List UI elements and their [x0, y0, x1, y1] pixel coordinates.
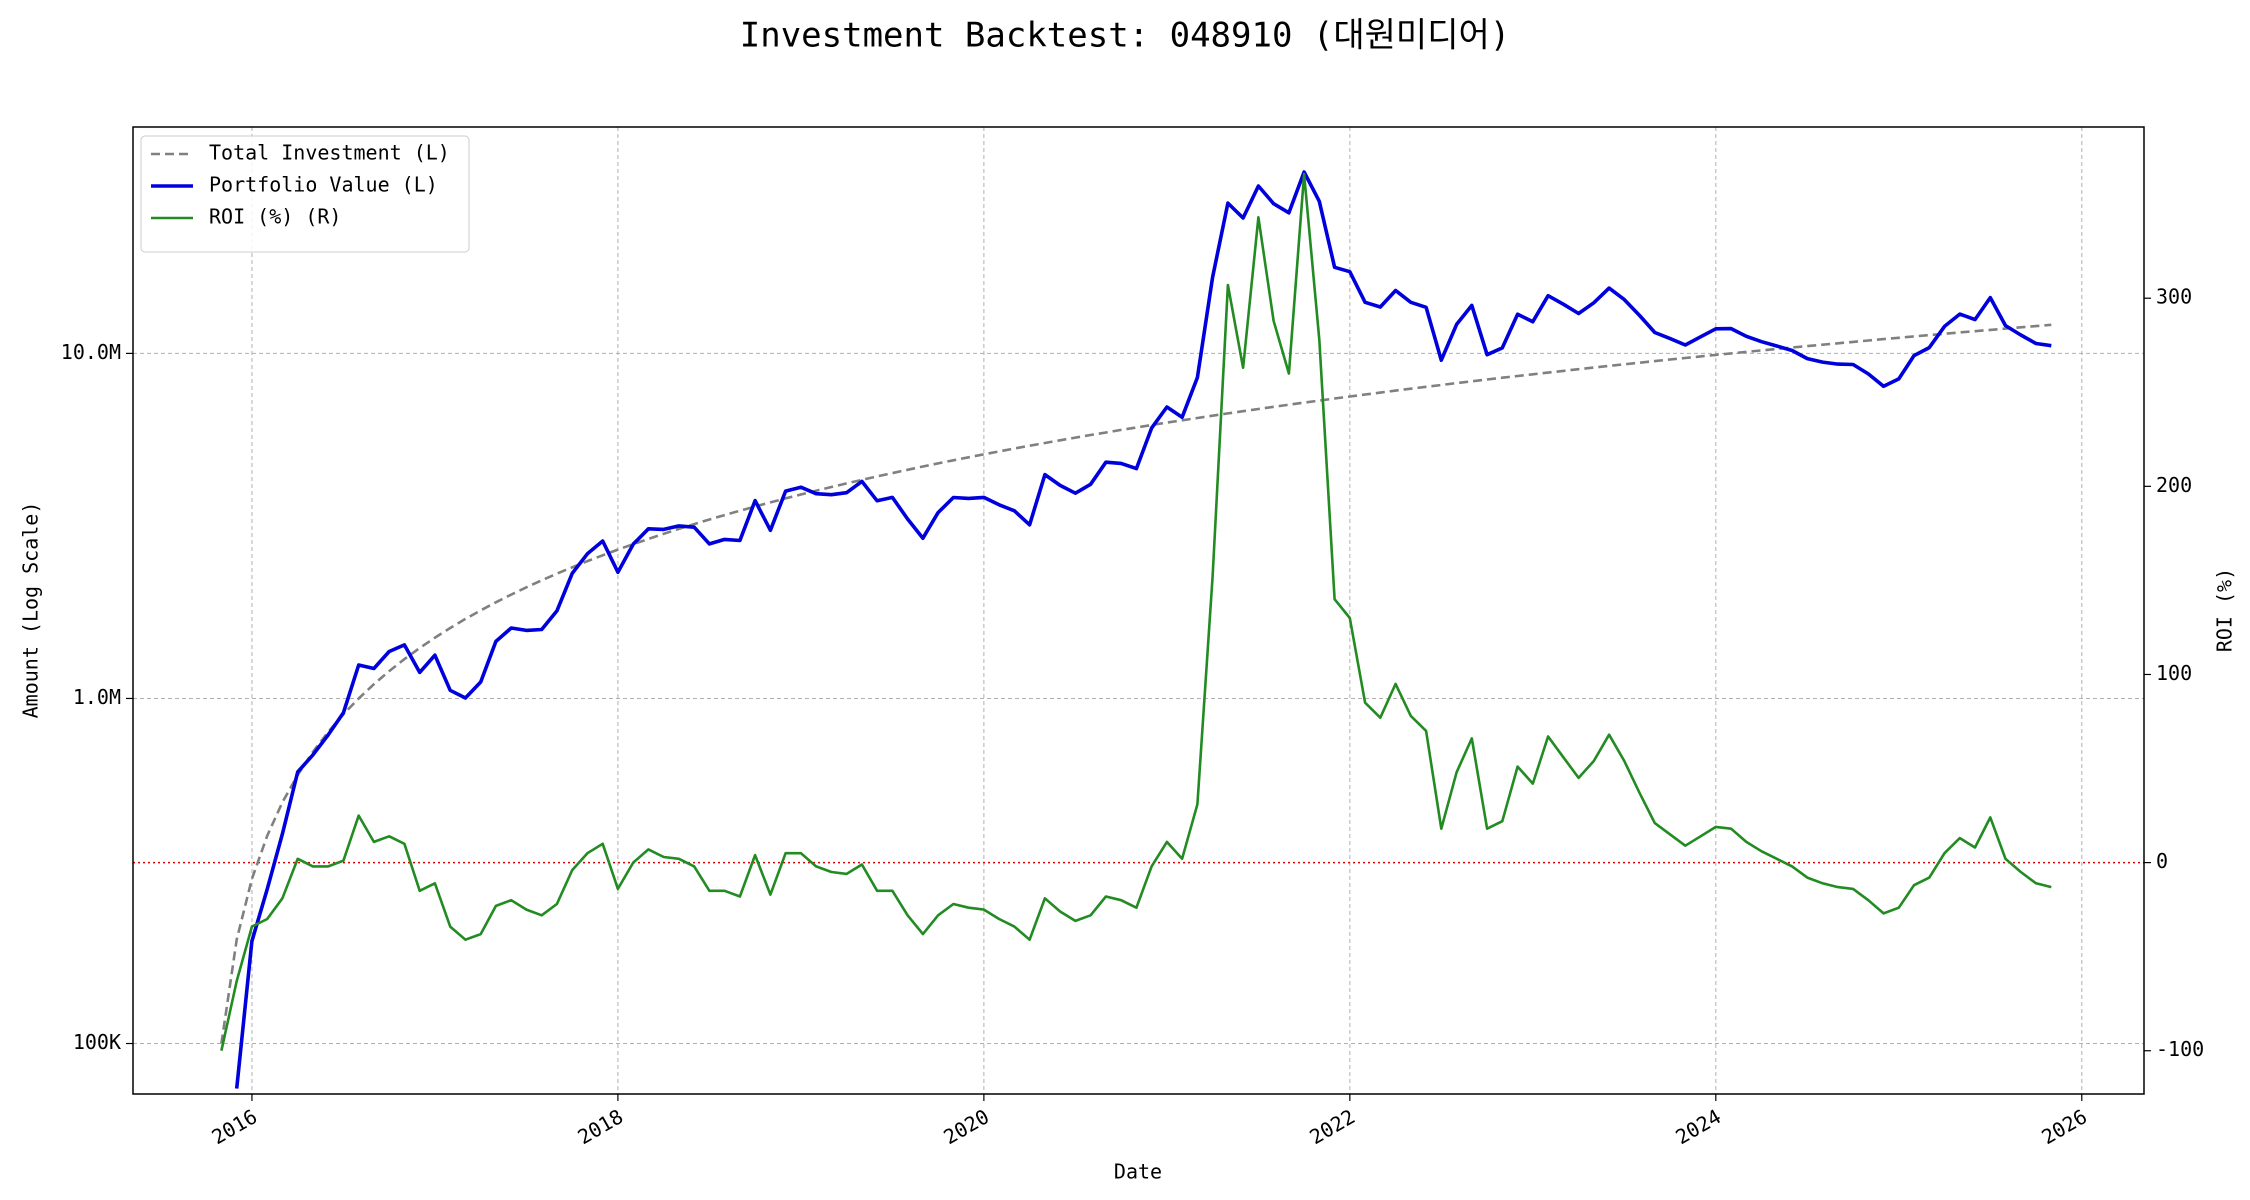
y-tick-label: 100K [73, 1030, 121, 1054]
series-line [234, 170, 2052, 1089]
plot-lines [220, 170, 2052, 1089]
y-axis-label: Amount (Log Scale) [19, 502, 43, 719]
legend-box [140, 135, 470, 253]
y2-tick-label: 200 [2156, 473, 2192, 497]
y2-tick-label: -100 [2156, 1037, 2204, 1061]
y-tick-label: 10.0M [61, 340, 121, 364]
series-line [220, 323, 2052, 1044]
plot-frame [132, 126, 2145, 1095]
x-axis-label: Date [1114, 1160, 1162, 1184]
chart-title: Investment Backtest: 048910 (대원미디어) [740, 16, 1511, 56]
y2-axis-label: ROI (%) [2213, 568, 2237, 652]
y2-tick-label: 300 [2156, 285, 2192, 309]
legend-label: Total Investment (L) [209, 141, 450, 165]
y2-tick-label: 100 [2156, 661, 2192, 685]
y-tick-label: 1.0M [73, 685, 121, 709]
legend-label: ROI (%) (R) [209, 205, 341, 229]
y2-tick-label: 0 [2156, 849, 2168, 873]
legend-label: Portfolio Value (L) [209, 173, 438, 197]
series-line [220, 172, 2052, 1051]
